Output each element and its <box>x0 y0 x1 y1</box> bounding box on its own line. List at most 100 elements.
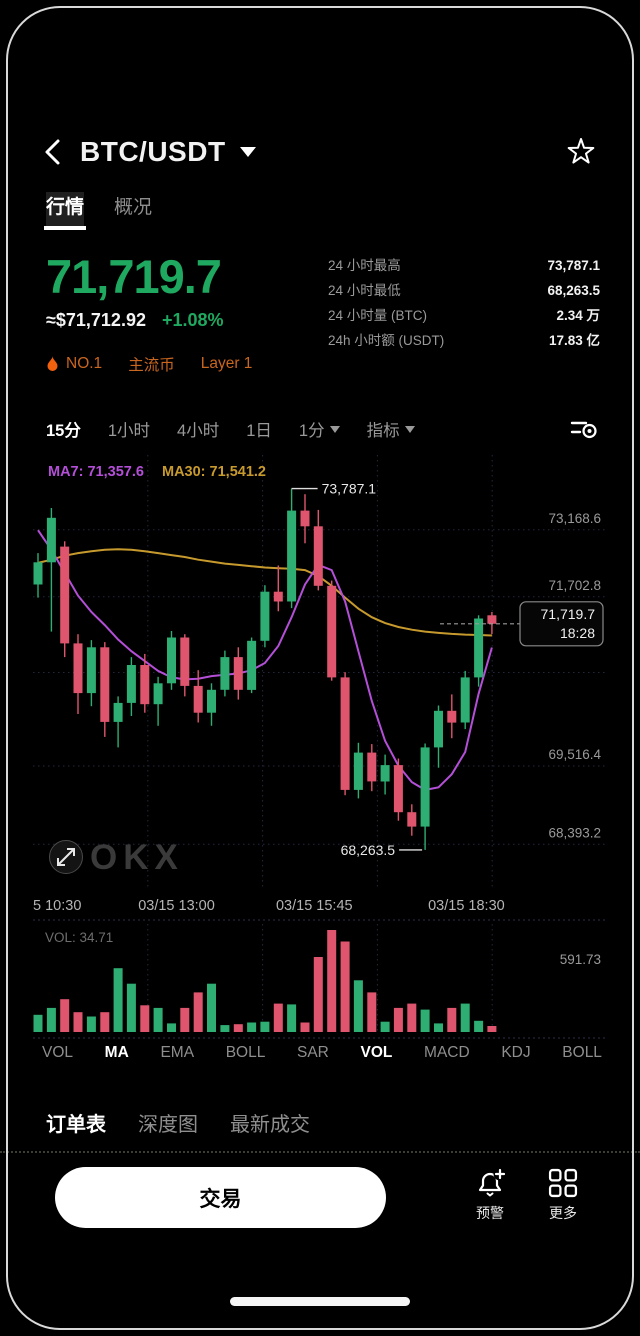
price-change: +1.08% <box>161 310 224 331</box>
candle <box>420 747 430 827</box>
volume-bar <box>60 999 70 1032</box>
bottom-tab-depth-chart[interactable]: 深度图 <box>138 1114 198 1136</box>
volume-bar <box>73 1012 83 1032</box>
home-indicator <box>230 1297 410 1306</box>
stat-value: 68,263.5 <box>547 283 600 298</box>
ma30-line <box>37 548 492 637</box>
volume-bar <box>300 1022 310 1032</box>
indicator-vol-sub[interactable]: VOL <box>360 1044 393 1061</box>
bottom-tab-latest-trades[interactable]: 最新成交 <box>230 1114 310 1136</box>
volume-bar <box>407 1003 417 1032</box>
price-block: 71,719.7 ≈$71,712.92 +1.08% NO.1 主流币 Layer… <box>46 250 252 375</box>
candle <box>180 637 190 686</box>
tab-overview[interactable]: 概况 <box>114 197 153 218</box>
x-axis-label: 03/15 18:30 <box>428 898 505 914</box>
timeframe-indicator-menu[interactable]: 指标 <box>367 417 415 441</box>
candle <box>113 702 123 722</box>
header: BTC/USDT <box>42 128 596 176</box>
volume-bar <box>180 1007 190 1032</box>
ma7-line <box>37 529 493 791</box>
indicator-vol-main[interactable]: VOL <box>42 1044 74 1061</box>
timeframe-4h[interactable]: 4小时 <box>177 422 220 440</box>
stat-value: 2.34 万 <box>556 308 600 323</box>
x-axis-label: 5 10:30 <box>33 898 81 914</box>
candle <box>380 765 390 782</box>
indicator-kdj[interactable]: KDJ <box>501 1044 531 1061</box>
more-label: 更多 <box>549 1205 577 1221</box>
badge-rank[interactable]: NO.1 <box>46 355 102 373</box>
volume-bar <box>460 1003 470 1032</box>
candle <box>247 640 257 690</box>
indicator-ema[interactable]: EMA <box>160 1044 195 1061</box>
bottom-tab-order-book[interactable]: 订单表 <box>46 1114 106 1136</box>
indicator-boll-main[interactable]: BOLL <box>225 1044 266 1061</box>
candle <box>60 546 70 644</box>
ma7-legend: MA7: 71,357.6 <box>48 464 144 480</box>
bottom-tabs: 订单表 深度图 最新成交 <box>46 1108 310 1137</box>
volume-bar <box>193 992 203 1032</box>
chevron-down-icon <box>404 425 415 433</box>
candle <box>73 643 83 694</box>
volume-axis-label: 591.73 <box>560 952 601 967</box>
favorite-button[interactable] <box>566 137 596 167</box>
volume-bar <box>33 1014 43 1032</box>
indicator-ma[interactable]: MA <box>104 1044 129 1061</box>
volume-bar <box>233 1024 243 1032</box>
x-axis-label: 03/15 13:00 <box>138 898 215 914</box>
volume-bar <box>46 1007 56 1032</box>
last-price-tag[interactable]: 71,719.7 18:28 <box>519 601 604 647</box>
badge-layer1[interactable]: Layer 1 <box>201 355 253 373</box>
stat-row: 24h 小时额 (USDT) 17.83 亿 <box>328 328 600 353</box>
chevron-left-icon <box>45 139 60 165</box>
volume-bar <box>474 1020 484 1032</box>
indicator-bar: VOL MA EMA BOLL SAR VOL MACD KDJ BOLL <box>42 1044 602 1062</box>
alert-label: 预警 <box>476 1205 504 1221</box>
stats-panel: 24 小时最高 73,787.1 24 小时最低 68,263.5 24 小时量… <box>328 253 600 375</box>
volume-bar <box>220 1025 230 1032</box>
volume-bar <box>247 1022 257 1032</box>
volume-bar <box>340 941 350 1032</box>
badge-mainstream[interactable]: 主流币 <box>128 353 175 375</box>
candle <box>407 812 417 827</box>
back-button[interactable] <box>42 135 72 169</box>
candle <box>167 637 176 684</box>
svg-text:71,719.7: 71,719.7 <box>541 606 596 622</box>
chart-settings-button[interactable] <box>570 417 598 441</box>
stat-label: 24h 小时额 (USDT) <box>328 333 445 348</box>
timeframe-15m[interactable]: 15分 <box>46 422 81 440</box>
stat-row: 24 小时最高 73,787.1 <box>328 253 600 278</box>
indicator-macd[interactable]: MACD <box>424 1044 470 1061</box>
stat-value: 73,787.1 <box>547 258 600 273</box>
expand-chart-button[interactable] <box>49 840 83 874</box>
candle <box>193 685 203 713</box>
volume-bar <box>420 1009 430 1032</box>
chart-settings-icon <box>570 421 597 439</box>
volume-bar <box>434 1023 443 1032</box>
volume-bar <box>153 1007 163 1032</box>
chart-area: 73,168.6 71,702.8 69,516.4 68,393.2 OKX MA7:… <box>0 452 640 1042</box>
page-tabs: 行情 概况 <box>43 192 153 230</box>
fiat-price: ≈$71,712.92 <box>46 310 146 331</box>
timeframe-1h[interactable]: 1小时 <box>107 422 151 440</box>
volume-bar <box>487 1026 497 1032</box>
volume-bar <box>380 1021 390 1032</box>
volume-bar <box>393 1007 403 1032</box>
stat-label: 24 小时最高 <box>328 258 401 273</box>
indicator-sar[interactable]: SAR <box>296 1044 329 1061</box>
more-button[interactable]: 更多 <box>531 1168 595 1223</box>
y-axis-label: 68,393.2 <box>548 825 601 840</box>
star-icon <box>567 138 595 164</box>
tab-market[interactable]: 行情 <box>43 192 87 230</box>
pair-selector-caret-icon[interactable] <box>239 147 256 157</box>
y-axis-label: 73,168.6 <box>548 511 601 526</box>
grid-icon <box>548 1168 578 1198</box>
indicator-boll-sub[interactable]: BOLL <box>562 1044 602 1061</box>
timeframe-1d[interactable]: 1日 <box>246 422 272 440</box>
candle <box>393 765 403 813</box>
alert-button[interactable]: 预警 <box>458 1168 522 1223</box>
candle <box>287 510 297 602</box>
candle <box>260 591 270 641</box>
price-chart[interactable]: 73,168.6 71,702.8 69,516.4 68,393.2 OKX MA7:… <box>0 452 640 1042</box>
timeframe-1m[interactable]: 1分 <box>299 417 340 441</box>
trade-button[interactable]: 交易 <box>55 1167 386 1228</box>
